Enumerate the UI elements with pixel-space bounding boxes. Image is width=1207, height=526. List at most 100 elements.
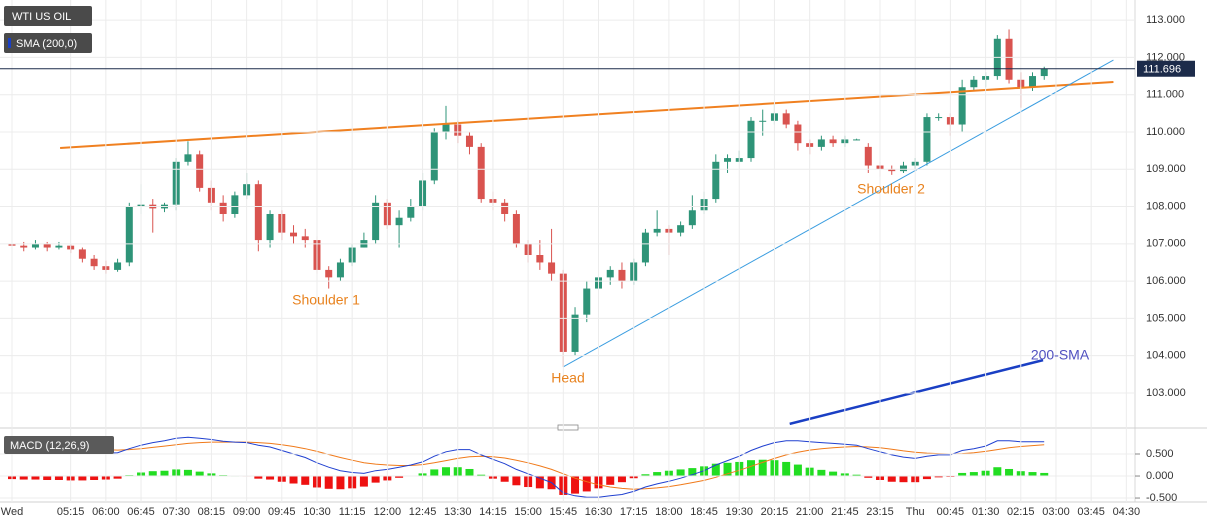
histogram-bar [993, 467, 1002, 477]
histogram-bar [899, 476, 908, 483]
x-tick-label: 07:30 [162, 506, 190, 518]
histogram-bar [289, 476, 298, 484]
histogram-bar [430, 469, 439, 477]
histogram-bar [19, 476, 28, 480]
candle-body [184, 154, 192, 162]
candle-body [465, 135, 473, 147]
annotation: Shoulder 2 [857, 181, 925, 197]
x-tick-label: 21:45 [831, 506, 859, 518]
candle-body [125, 206, 133, 263]
y-tick-label: 105.000 [1146, 312, 1186, 324]
candle-body [583, 288, 591, 315]
x-tick-label: 21:00 [796, 506, 824, 518]
candle-body [712, 161, 720, 200]
histogram-bar [183, 469, 192, 477]
annotation: Head [551, 370, 584, 386]
candle-body [301, 236, 309, 241]
x-tick-label: 03:45 [1077, 506, 1105, 518]
candle-body [512, 213, 520, 244]
y-tick-label: 112.000 [1146, 51, 1185, 63]
y-tick-label: -0.500 [1146, 492, 1177, 504]
y-tick-label: 110.000 [1146, 126, 1185, 138]
histogram-bar [829, 471, 838, 477]
histogram-bar [746, 460, 755, 477]
last-price-box [1137, 60, 1195, 77]
y-tick-label: 107.000 [1146, 238, 1186, 250]
x-tick-label: 02:15 [1007, 506, 1035, 518]
y-tick-label: 106.000 [1146, 275, 1186, 287]
candle-body [641, 232, 649, 263]
histogram-bar [336, 476, 345, 490]
x-tick-label: 11:15 [339, 506, 366, 518]
candle-body [55, 245, 63, 248]
candle-body [724, 158, 732, 162]
chart-title: WTI US OIL [12, 11, 71, 23]
x-tick-label: 09:00 [233, 506, 261, 518]
x-tick-label: 16:30 [585, 506, 613, 518]
candle-body [923, 117, 931, 162]
candle-body [958, 87, 966, 125]
histogram-bar [676, 469, 685, 477]
candle-body [231, 195, 239, 214]
histogram-bar [359, 476, 368, 487]
x-tick-label: 13:30 [444, 506, 472, 518]
histogram-bar [113, 476, 122, 479]
histogram-bar [969, 472, 978, 477]
chart-title: MACD (12,26,9) [10, 440, 89, 452]
histogram-bar [817, 469, 826, 477]
x-tick-label: Thu [906, 506, 925, 518]
candle-body [747, 120, 755, 159]
candle-body [442, 124, 450, 132]
histogram-bar [582, 476, 591, 492]
histogram-bar [500, 476, 509, 482]
x-tick-label: 18:45 [690, 506, 718, 518]
histogram-bar [852, 474, 861, 477]
x-tick-label: 01:30 [972, 506, 1000, 518]
x-tick-label: 05:15 [57, 506, 85, 518]
histogram-bar [887, 476, 896, 482]
trendline [563, 59, 1114, 368]
x-tick-label: 06:45 [127, 506, 155, 518]
x-tick-label: 19:30 [725, 506, 753, 518]
legend-swatch [8, 38, 11, 48]
legend-box [4, 436, 114, 454]
histogram-bar [864, 476, 873, 478]
histogram-bar [301, 476, 310, 485]
annotation: Shoulder 1 [292, 292, 360, 308]
histogram-bar [54, 476, 63, 480]
pane-handle[interactable] [557, 424, 579, 431]
candle-body [20, 245, 28, 248]
histogram-bar [535, 476, 544, 489]
candle-body [864, 146, 872, 166]
candle-body [407, 206, 415, 218]
candle-body [1029, 76, 1037, 88]
x-tick-label: 12:00 [374, 506, 402, 518]
y-tick-label: 0.000 [1146, 470, 1174, 482]
histogram-bar [195, 471, 204, 477]
x-tick-label: 06:00 [92, 506, 120, 518]
histogram-bar [723, 462, 732, 477]
candle-body [653, 228, 661, 233]
candle-body [888, 169, 896, 172]
candle-body [266, 213, 274, 241]
candle-body [970, 79, 978, 88]
candle-body [90, 258, 98, 267]
y-tick-label: 111.000 [1146, 89, 1184, 101]
x-tick-label: 20:15 [761, 506, 789, 518]
candle-body [935, 117, 943, 119]
histogram-bar [78, 476, 87, 481]
x-tick-label: 15:00 [514, 506, 542, 518]
candle-body [782, 113, 790, 125]
annotation: 200-SMA [1031, 347, 1090, 363]
candle-body [688, 210, 696, 226]
x-tick-label: 23:15 [866, 506, 894, 518]
histogram-bar [477, 474, 486, 477]
histogram-bar [512, 476, 521, 486]
x-tick-label: 12:45 [409, 506, 437, 518]
histogram-bar [442, 467, 451, 477]
sma-line [789, 358, 1044, 425]
histogram-bar [606, 476, 615, 485]
histogram-bar [711, 463, 720, 477]
candle-body [677, 225, 685, 233]
candle-body [1005, 38, 1013, 80]
